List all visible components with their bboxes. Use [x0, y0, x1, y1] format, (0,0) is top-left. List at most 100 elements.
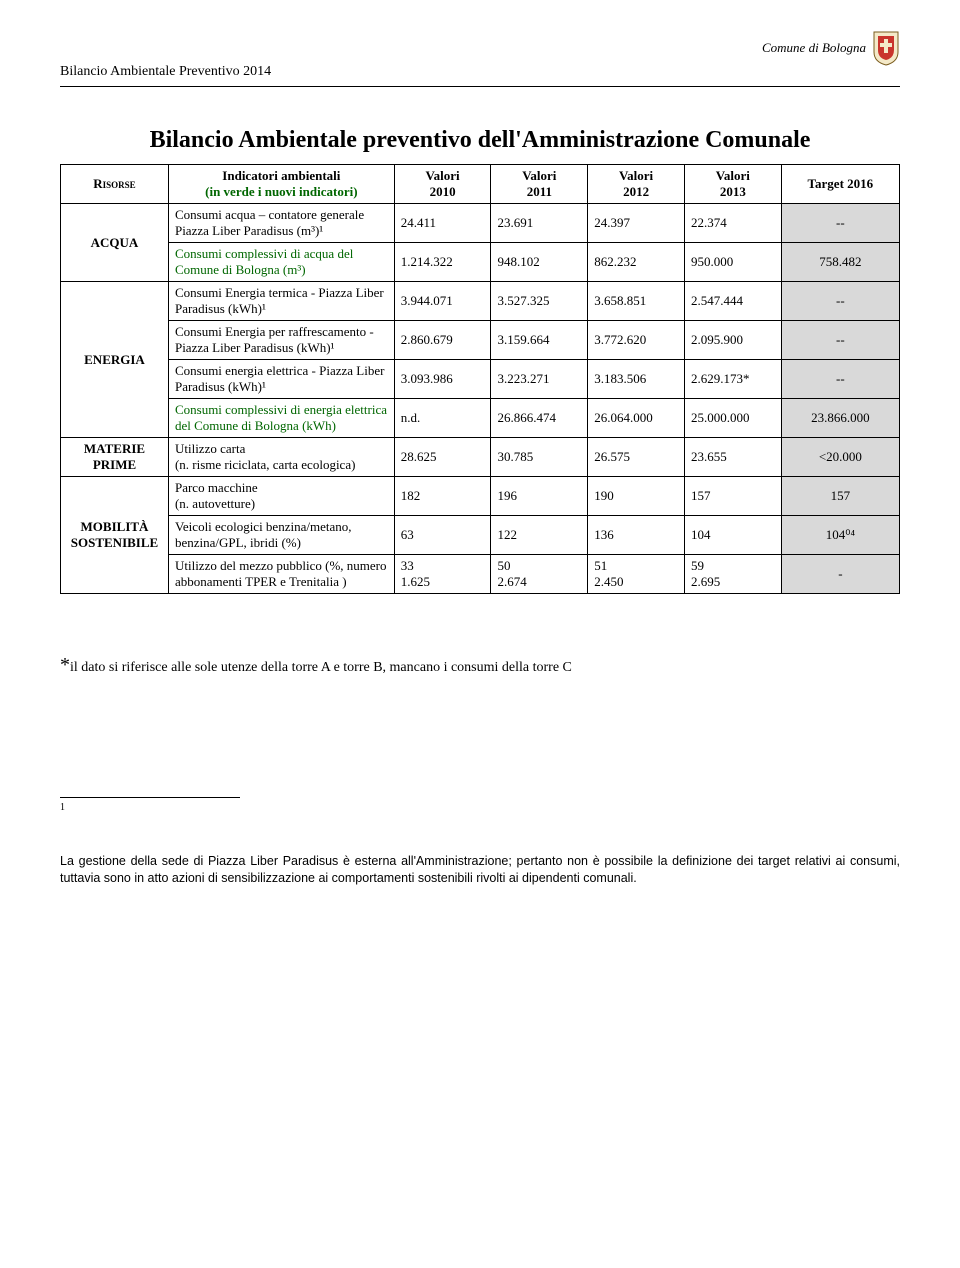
value-cell: 25.000.000: [684, 399, 781, 438]
indicator-cell: Veicoli ecologici benzina/metano, benzin…: [168, 516, 394, 555]
footnote-star: *il dato si riferisce alle sole utenze d…: [60, 654, 900, 677]
value-cell: 948.102: [491, 243, 588, 282]
target-cell: <20.000: [781, 438, 899, 477]
table-row: MATERIE PRIMEUtilizzo carta (n. risme ri…: [61, 438, 900, 477]
resource-cell: MATERIE PRIME: [61, 438, 169, 477]
value-cell: 182: [394, 477, 491, 516]
value-cell: 23.655: [684, 438, 781, 477]
target-cell: --: [781, 360, 899, 399]
value-cell: 157: [684, 477, 781, 516]
value-cell: 196: [491, 477, 588, 516]
table-header-row: Risorse Indicatori ambientali (in verde …: [61, 165, 900, 204]
value-cell: 26.064.000: [588, 399, 685, 438]
indicator-cell: Utilizzo carta (n. risme riciclata, cart…: [168, 438, 394, 477]
table-row: Utilizzo del mezzo pubblico (%, numero a…: [61, 555, 900, 594]
value-cell: 3.183.506: [588, 360, 685, 399]
th-2010: Valori 2010: [394, 165, 491, 204]
table-body: ACQUAConsumi acqua – contatore generale …: [61, 204, 900, 594]
target-cell: --: [781, 321, 899, 360]
value-cell: 2.629.173*: [684, 360, 781, 399]
header-divider: [60, 86, 900, 87]
crest-icon: [872, 30, 900, 66]
footnote-separator: [60, 797, 240, 798]
indicator-cell: Consumi complessivi di energia elettrica…: [168, 399, 394, 438]
star-icon: *: [60, 654, 70, 676]
value-cell: 22.374: [684, 204, 781, 243]
value-cell: 2.095.900: [684, 321, 781, 360]
value-cell: 50 2.674: [491, 555, 588, 594]
target-cell: 758.482: [781, 243, 899, 282]
value-cell: 24.411: [394, 204, 491, 243]
value-cell: 51 2.450: [588, 555, 685, 594]
value-cell: 24.397: [588, 204, 685, 243]
bottom-note: La gestione della sede di Piazza Liber P…: [60, 853, 900, 887]
indicator-cell: Consumi complessivi di acqua del Comune …: [168, 243, 394, 282]
table-row: Veicoli ecologici benzina/metano, benzin…: [61, 516, 900, 555]
table-row: Consumi energia elettrica - Piazza Liber…: [61, 360, 900, 399]
value-cell: 190: [588, 477, 685, 516]
value-cell: 122: [491, 516, 588, 555]
table-row: Consumi complessivi di energia elettrica…: [61, 399, 900, 438]
header-left-title: Bilancio Ambientale Preventivo 2014: [60, 64, 271, 80]
footnote-1: 1: [60, 802, 900, 813]
table-row: Consumi Energia per raffrescamento - Pia…: [61, 321, 900, 360]
indicator-cell: Consumi Energia per raffrescamento - Pia…: [168, 321, 394, 360]
target-cell: --: [781, 282, 899, 321]
value-cell: 136: [588, 516, 685, 555]
th-indicatori: Indicatori ambientali (in verde i nuovi …: [168, 165, 394, 204]
value-cell: 26.575: [588, 438, 685, 477]
indicator-cell: Parco macchine (n. autovetture): [168, 477, 394, 516]
target-cell: -: [781, 555, 899, 594]
indicator-cell: Consumi acqua – contatore generale Piazz…: [168, 204, 394, 243]
value-cell: 63: [394, 516, 491, 555]
table-row: ACQUAConsumi acqua – contatore generale …: [61, 204, 900, 243]
value-cell: 2.860.679: [394, 321, 491, 360]
target-cell: 23.866.000: [781, 399, 899, 438]
target-cell: --: [781, 204, 899, 243]
th-indicatori-sub: (in verde i nuovi indicatori): [205, 184, 357, 199]
resource-cell: ACQUA: [61, 204, 169, 282]
footnote-star-text: il dato si riferisce alle sole utenze de…: [70, 660, 572, 675]
target-cell: 104⁰⁴: [781, 516, 899, 555]
main-table: Risorse Indicatori ambientali (in verde …: [60, 164, 900, 594]
indicator-cell: Consumi Energia termica - Piazza Liber P…: [168, 282, 394, 321]
municipality-label: Comune di Bologna: [762, 40, 866, 56]
table-row: Consumi complessivi di acqua del Comune …: [61, 243, 900, 282]
value-cell: 1.214.322: [394, 243, 491, 282]
page-header: Comune di Bologna Bilancio Ambientale Pr…: [60, 30, 900, 80]
value-cell: 3.527.325: [491, 282, 588, 321]
th-target: Target 2016: [781, 165, 899, 204]
value-cell: 59 2.695: [684, 555, 781, 594]
value-cell: 23.691: [491, 204, 588, 243]
value-cell: 3.944.071: [394, 282, 491, 321]
value-cell: 862.232: [588, 243, 685, 282]
indicator-cell: Consumi energia elettrica - Piazza Liber…: [168, 360, 394, 399]
resource-cell: ENERGIA: [61, 282, 169, 438]
table-row: MOBILITÀ SOSTENIBILEParco macchine (n. a…: [61, 477, 900, 516]
document-title: Bilancio Ambientale preventivo dell'Ammi…: [60, 127, 900, 154]
table-row: ENERGIAConsumi Energia termica - Piazza …: [61, 282, 900, 321]
page: Comune di Bologna Bilancio Ambientale Pr…: [0, 0, 960, 927]
value-cell: 3.772.620: [588, 321, 685, 360]
value-cell: 950.000: [684, 243, 781, 282]
th-2013: Valori 2013: [684, 165, 781, 204]
value-cell: 33 1.625: [394, 555, 491, 594]
th-2011: Valori 2011: [491, 165, 588, 204]
value-cell: 3.093.986: [394, 360, 491, 399]
header-right: Comune di Bologna: [762, 30, 900, 66]
value-cell: 30.785: [491, 438, 588, 477]
th-indicatori-main: Indicatori ambientali: [222, 168, 340, 183]
value-cell: 26.866.474: [491, 399, 588, 438]
value-cell: 2.547.444: [684, 282, 781, 321]
th-2012: Valori 2012: [588, 165, 685, 204]
value-cell: 28.625: [394, 438, 491, 477]
value-cell: 3.223.271: [491, 360, 588, 399]
resource-cell: MOBILITÀ SOSTENIBILE: [61, 477, 169, 594]
value-cell: 104: [684, 516, 781, 555]
value-cell: 3.159.664: [491, 321, 588, 360]
value-cell: n.d.: [394, 399, 491, 438]
indicator-cell: Utilizzo del mezzo pubblico (%, numero a…: [168, 555, 394, 594]
target-cell: 157: [781, 477, 899, 516]
value-cell: 3.658.851: [588, 282, 685, 321]
th-risorse: Risorse: [61, 165, 169, 204]
